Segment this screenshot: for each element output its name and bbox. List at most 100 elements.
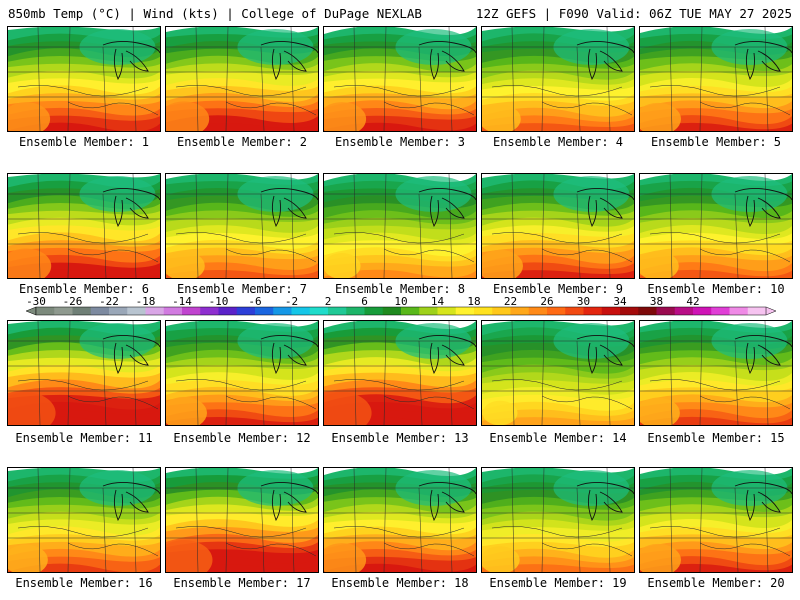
member-map-graphic — [324, 27, 476, 131]
colorbar-tick-label: -2 — [285, 295, 298, 308]
member-map-graphic — [640, 468, 792, 572]
warm-anomaly — [8, 392, 56, 425]
ensemble-member-map — [165, 467, 319, 573]
colorbar-swatch — [72, 307, 92, 315]
colorbar-tick-label: 6 — [361, 295, 368, 308]
ensemble-member-label: Ensemble Member: 3 — [334, 135, 466, 149]
state-borders — [8, 27, 160, 131]
state-borders — [8, 174, 160, 278]
great-lakes-outline — [260, 40, 318, 81]
colorbar-swatch — [455, 307, 475, 315]
ensemble-member-label: Ensemble Member: 15 — [647, 431, 785, 445]
colorbar-swatch — [346, 307, 365, 315]
great-lakes-outline — [102, 334, 160, 375]
state-borders — [482, 27, 634, 131]
state-borders — [324, 174, 476, 278]
ensemble-member-map — [165, 173, 319, 279]
great-lakes-outline — [576, 187, 634, 228]
run-valid-time: 12Z GEFS | F090 Valid: 06Z TUE MAY 27 20… — [475, 6, 792, 21]
member-map-graphic — [640, 27, 792, 131]
colorbar-swatch — [747, 307, 767, 315]
state-borders — [324, 468, 476, 572]
warm-anomaly — [640, 397, 680, 425]
warm-anomaly — [166, 251, 205, 278]
member-map-graphic — [8, 174, 160, 278]
chart-title: 850mb Temp (°C) | Wind (kts) | College o… — [8, 6, 422, 21]
ensemble-member-label: Ensemble Member: 16 — [15, 576, 153, 590]
colorbar-tick-label: -10 — [209, 295, 229, 308]
colorbar-swatch — [601, 307, 621, 315]
colorbar-tick-label: 14 — [431, 295, 445, 308]
great-lakes-outline — [260, 334, 318, 375]
member-map-graphic — [166, 27, 318, 131]
colorbar-high-arrow — [765, 306, 777, 316]
temperature-band — [166, 270, 318, 278]
warm-anomaly — [8, 248, 52, 278]
colorbar-tick-label: 38 — [650, 295, 663, 308]
warm-anomaly — [324, 392, 372, 425]
ensemble-member-label: Ensemble Member: 5 — [650, 135, 782, 149]
ensemble-member-map — [7, 26, 161, 132]
temperature-band — [324, 269, 476, 278]
state-borders — [482, 468, 634, 572]
member-map-graphic — [482, 468, 634, 572]
colorbar-tick-label: 22 — [504, 295, 517, 308]
member-map-graphic — [482, 321, 634, 425]
colorbar-swatch — [711, 307, 730, 315]
state-borders — [166, 468, 318, 572]
ensemble-member-label: Ensemble Member: 18 — [331, 576, 469, 590]
colorbar-swatch — [419, 307, 438, 315]
ensemble-member-map — [7, 467, 161, 573]
great-lakes-outline — [102, 40, 160, 81]
great-lakes-outline — [576, 481, 634, 522]
colorbar-tick-label: -26 — [63, 295, 83, 308]
ensemble-member-map — [165, 320, 319, 426]
ensemble-member-map — [481, 467, 635, 573]
ensemble-member-label: Ensemble Member: 7 — [176, 282, 308, 296]
state-borders — [640, 174, 792, 278]
temperature-band — [482, 564, 634, 572]
colorbar-swatch — [729, 307, 749, 315]
ensemble-member-map — [481, 173, 635, 279]
state-borders — [640, 321, 792, 425]
ensemble-member-map — [481, 320, 635, 426]
warm-anomaly — [640, 102, 681, 131]
warm-anomaly — [166, 396, 207, 425]
warm-anomaly — [482, 400, 518, 425]
state-borders — [324, 27, 476, 131]
colorbar-swatch — [638, 307, 657, 315]
great-lakes-outline — [576, 334, 634, 375]
colorbar-swatch — [528, 307, 548, 315]
ensemble-member-label: Ensemble Member: 19 — [489, 576, 627, 590]
ensemble-member-map — [165, 26, 319, 132]
colorbar-swatch — [364, 307, 384, 315]
colorbar-swatch — [54, 307, 73, 315]
ensemble-member-label: Ensemble Member: 14 — [489, 431, 627, 445]
ensemble-member-map — [323, 26, 477, 132]
colorbar-swatch — [127, 307, 146, 315]
colorbar-tick-label: 34 — [613, 295, 627, 308]
ensemble-member-map — [481, 26, 635, 132]
state-borders — [482, 174, 634, 278]
colorbar-tick-label: 26 — [540, 295, 553, 308]
state-borders — [8, 321, 160, 425]
colorbar-swatch — [693, 307, 712, 315]
great-lakes-outline — [418, 481, 476, 522]
ensemble-member-label: Ensemble Member: 12 — [173, 431, 311, 445]
colorbar-swatch — [182, 307, 201, 315]
great-lakes-outline — [734, 334, 792, 375]
ensemble-member-map — [639, 467, 793, 573]
ensemble-member-map — [639, 173, 793, 279]
colorbar-swatch — [565, 307, 584, 315]
colorbar-swatch — [273, 307, 292, 315]
colorbar-swatch — [401, 307, 420, 315]
colorbar-swatch — [291, 307, 311, 315]
colorbar-tick-label: -14 — [172, 295, 192, 308]
colorbar-tick-label: 30 — [577, 295, 590, 308]
colorbar-swatch — [236, 307, 256, 315]
great-lakes-outline — [734, 187, 792, 228]
colorbar-swatch — [674, 307, 694, 315]
colorbar-tick-label: -22 — [99, 295, 119, 308]
warm-anomaly — [640, 251, 679, 278]
ensemble-member-map — [323, 467, 477, 573]
